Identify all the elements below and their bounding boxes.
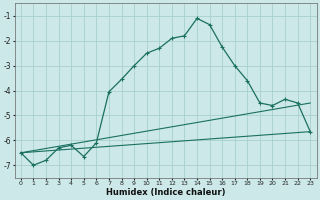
- X-axis label: Humidex (Indice chaleur): Humidex (Indice chaleur): [106, 188, 225, 197]
